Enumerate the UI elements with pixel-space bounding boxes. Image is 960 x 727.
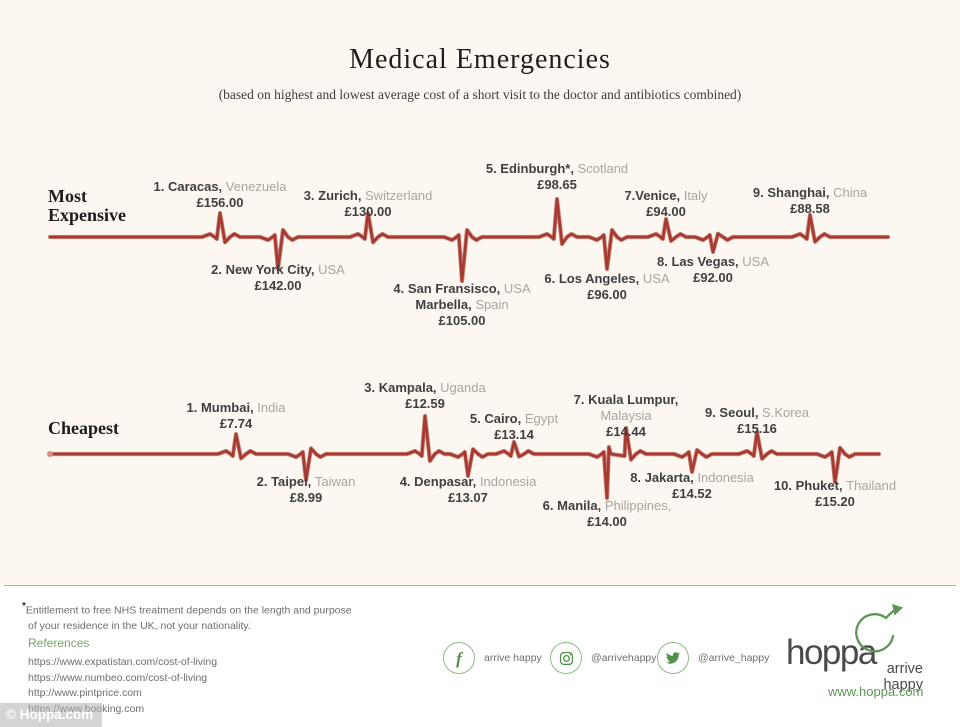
city-label-caracas: 1. Caracas, Venezuela £156.00 — [153, 179, 287, 210]
city-price: £14.52 — [672, 486, 712, 501]
copyright-watermark: © Hoppa.com — [0, 703, 103, 727]
hoppa-tagline: arrive happy — [883, 661, 923, 693]
city-label-zurich: 3. Zurich, Switzerland £130.00 — [303, 188, 433, 219]
ekg-line-cheapest — [48, 414, 881, 500]
city-label-edinburgh: 5. Edinburgh*, Scotland £98.65 — [485, 161, 629, 192]
social-instagram[interactable]: @arrivehappy — [550, 642, 657, 674]
city-label-phuket: 10. Phuket, Thailand £15.20 — [773, 478, 897, 509]
city-price: £142.00 — [254, 278, 302, 293]
footnote-text-line2: of your residence in the UK, not your na… — [28, 619, 251, 632]
city-price: £96.00 — [587, 287, 627, 302]
twitter-handle: @arrive_happy — [698, 652, 770, 664]
city-label-denpasar: 4. Denpasar, Indonesia £13.07 — [399, 474, 537, 505]
section-label-cheapest: Cheapest — [48, 419, 119, 438]
hoppa-logo-swoosh-arrow-icon — [855, 604, 903, 653]
city-price: £156.00 — [196, 195, 244, 210]
page-title: Medical Emergencies — [349, 44, 611, 75]
social-twitter[interactable]: @arrive_happy — [657, 642, 769, 674]
city-price: £12.59 — [405, 396, 445, 411]
ekg-start-dot — [47, 451, 53, 457]
city-label-mumbai: 1. Mumbai, India £7.74 — [186, 400, 286, 431]
city-label-cairo: 5. Cairo, Egypt £13.14 — [469, 411, 559, 442]
footer-band — [0, 587, 960, 727]
social-facebook[interactable]: f arrive happy — [443, 642, 542, 674]
twitter-icon[interactable] — [657, 642, 689, 674]
city-label-kampala: 3. Kampala, Uganda £12.59 — [364, 380, 486, 411]
city-price: £15.20 — [815, 494, 855, 509]
facebook-handle: arrive happy — [484, 652, 542, 664]
section-label-line: Cheapest — [48, 418, 119, 438]
section-label-line: Expensive — [48, 205, 127, 225]
reference-link-pintprice[interactable]: http://www.pintprice.com — [28, 687, 142, 699]
city-label-manila: 6. Manila, Philippines, £14.00 — [542, 498, 672, 529]
hoppa-logo-wordmark: hoppa — [786, 633, 877, 672]
city-label-taipei: 2. Taipei, Taiwan £8.99 — [256, 474, 356, 505]
ekg-line-most-expensive — [48, 197, 890, 283]
city-label-shanghai: 9. Shanghai, China £88.58 — [752, 185, 868, 216]
nhs-footnote: *Entitlement to free NHS treatment depen… — [22, 599, 352, 634]
reference-link-expatistan[interactable]: https://www.expatistan.com/cost-of-livin… — [28, 656, 218, 668]
city-label-seoul: 9. Seoul, S.Korea £15.16 — [704, 405, 810, 436]
reference-link-numbeo[interactable]: https://www.numbeo.com/cost-of-living — [28, 671, 208, 684]
ekg-chart — [47, 196, 891, 501]
city-label-los-angeles: 6. Los Angeles, USA £96.00 — [544, 271, 670, 302]
city-price: £13.07 — [448, 490, 488, 505]
city-price: £94.00 — [646, 204, 686, 219]
city-label-new-york-city: 2. New York City, USA £142.00 — [211, 262, 345, 293]
city-price: £88.58 — [790, 201, 830, 216]
city-price: £92.00 — [693, 270, 733, 285]
city-price: £15.16 — [737, 421, 777, 436]
city-label-kuala-lumpur: 7. Kuala Lumpur, Malaysia £14.44 — [573, 392, 679, 439]
city-price: £14.00 — [587, 514, 627, 529]
city-price: £7.74 — [219, 416, 253, 431]
city-price: £13.14 — [494, 427, 534, 442]
city-label-jakarta: 8. Jakarta, Indonesia £14.52 — [630, 470, 754, 501]
section-label-line: Most — [48, 186, 87, 206]
city-price: £130.00 — [344, 204, 392, 219]
hoppa-url-link[interactable]: www.hoppa.com — [828, 684, 924, 699]
instagram-handle: @arrivehappy — [591, 652, 657, 664]
city-label-las-vegas: 8. Las Vegas, USA £92.00 — [656, 254, 770, 285]
city-label-san-fransisco-marbella: 4. San Fransisco, USA Marbella, Spain £105… — [393, 281, 531, 328]
city-label-venice: 7.Venice, Italy £94.00 — [624, 188, 708, 219]
city-price: £98.65 — [537, 177, 577, 192]
footnote-asterisk: * — [22, 601, 26, 612]
instagram-icon[interactable] — [550, 642, 582, 674]
footnote-text-line1: Entitlement to free NHS treatment depend… — [25, 604, 352, 617]
references-title: References — [28, 636, 90, 650]
footer-divider — [4, 585, 956, 586]
section-label-most-expensive: Most Expensive — [48, 187, 126, 225]
city-price: £14.44 — [606, 424, 646, 439]
page-subtitle: (based on highest and lowest average cos… — [218, 87, 742, 102]
city-price: £105.00 — [438, 313, 486, 328]
facebook-icon[interactable]: f — [443, 642, 475, 674]
city-price: £8.99 — [289, 490, 323, 505]
